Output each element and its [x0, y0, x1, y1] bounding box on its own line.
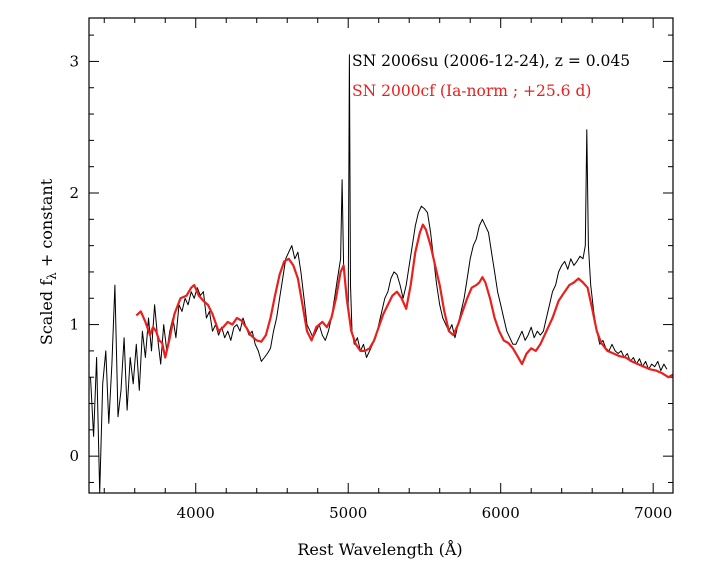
- y-axis-title-main: Scaled f: [37, 279, 56, 345]
- x-tick-label: 6000: [482, 504, 520, 522]
- x-tick-label: 4000: [177, 504, 215, 522]
- x-axis-title: Rest Wavelength (Å): [297, 539, 462, 559]
- tick-labels: 4000 5000 6000 7000 0 1 2 3: [69, 52, 672, 522]
- y-axis-title: Scaled fλ + constant: [37, 178, 59, 345]
- y-axis-title-subscript: λ: [45, 272, 59, 280]
- spectra-series: [90, 54, 674, 494]
- y-tick-label: 1: [69, 316, 79, 334]
- plot-frame: [88, 17, 674, 494]
- spectrum-line-sn2000cf: [135, 223, 674, 379]
- spectrum-line-sn2006su: [90, 54, 668, 494]
- y-tick-label: 3: [69, 52, 79, 70]
- legend-label-sn2000cf: SN 2000cf (Ia-norm ; +25.6 d): [352, 82, 591, 100]
- y-tick-label: 0: [69, 447, 79, 465]
- legend-label-sn2006su: SN 2006su (2006-12-24), z = 0.045: [352, 52, 630, 70]
- axis-ticks: [89, 18, 673, 493]
- x-tick-label: 7000: [634, 504, 672, 522]
- y-tick-label: 2: [69, 184, 79, 202]
- y-axis-title-tail: + constant: [37, 178, 56, 272]
- x-tick-label: 5000: [329, 504, 367, 522]
